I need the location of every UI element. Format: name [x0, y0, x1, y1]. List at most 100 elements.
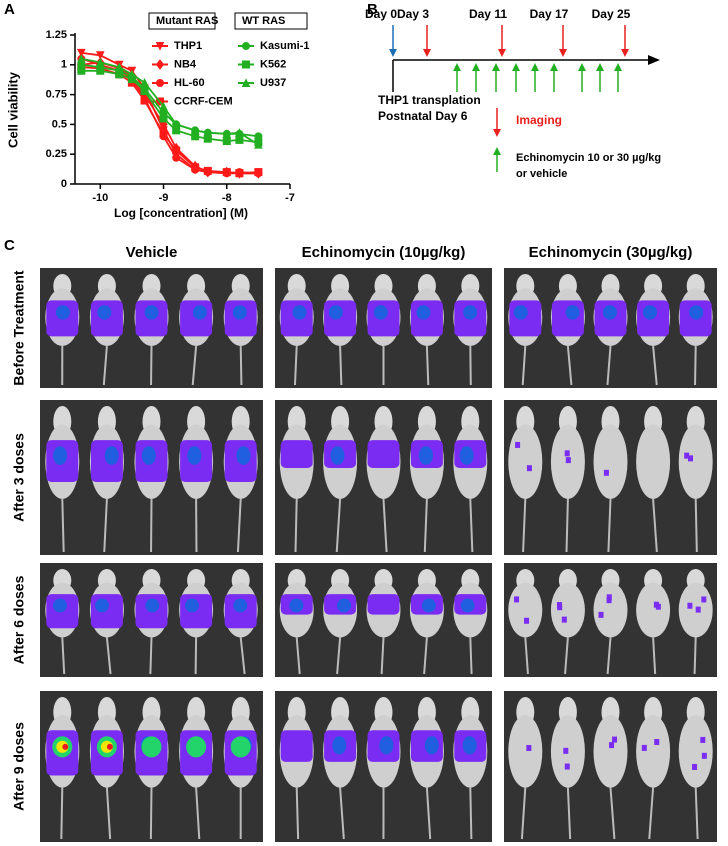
mouse-tail — [652, 498, 658, 553]
mouse-tail — [609, 787, 616, 840]
y-axis-label: Cell viability — [5, 71, 20, 148]
dose-arrows — [453, 63, 622, 92]
dose-arrowhead — [531, 63, 539, 71]
row-label: After 3 doses — [11, 433, 27, 522]
mouse-body — [636, 424, 671, 499]
legend-title: WT RAS — [242, 15, 285, 27]
signal-core — [642, 305, 657, 320]
signal — [280, 440, 313, 468]
dose-arrowhead — [492, 63, 500, 71]
mouse-image — [504, 563, 717, 677]
mouse-tail — [195, 787, 201, 840]
timeline-arrowhead — [648, 55, 660, 65]
signal — [90, 594, 123, 629]
x-axis-label: Log [concentration] (M) — [114, 206, 248, 220]
signal-spot — [692, 763, 698, 770]
mouse-tail — [103, 498, 108, 553]
mouse-image — [275, 400, 492, 555]
legend-marker — [241, 78, 251, 87]
day-label: Day 3 — [397, 7, 429, 21]
start-label: THP1 transplation — [378, 93, 481, 107]
signal-spot — [565, 457, 571, 464]
mouse-tail — [564, 637, 569, 675]
data-point — [222, 137, 231, 146]
signal-spot — [515, 441, 521, 448]
signal-core — [332, 736, 347, 755]
dose-arrowhead — [453, 63, 461, 71]
signal-core — [104, 446, 119, 465]
data-point — [77, 66, 86, 75]
mouse-tail — [293, 345, 298, 386]
signal-spot — [701, 752, 707, 759]
mouse-tail — [652, 637, 657, 675]
y-tick-label: 0.75 — [46, 89, 67, 101]
mouse-tail — [524, 637, 529, 675]
signal-hot — [186, 736, 207, 758]
signal-core — [328, 305, 343, 320]
mouse-tail — [469, 498, 474, 553]
column-header: Echinomycin (30µg/kg) — [529, 244, 693, 261]
data-point — [96, 66, 105, 75]
signal-core — [379, 736, 394, 755]
data-point — [95, 51, 105, 60]
legend-marker — [155, 42, 165, 51]
signal — [280, 730, 313, 762]
legend-marker — [242, 60, 250, 69]
signal-spot — [609, 742, 615, 749]
mouse-tail — [60, 787, 64, 840]
mouse-tail — [522, 498, 527, 553]
signal-spot — [557, 604, 563, 611]
row-label: After 9 doses — [11, 722, 27, 811]
signal-core — [421, 598, 436, 613]
legend-label: Kasumi-1 — [260, 40, 310, 52]
mouse-body — [678, 715, 713, 788]
mouse-tail — [102, 345, 108, 386]
legend-label: HL-60 — [174, 77, 205, 89]
data-point — [172, 146, 181, 155]
imaging-arrowhead — [389, 49, 397, 57]
mouse-tail — [239, 637, 246, 675]
mouse-tail — [149, 637, 153, 675]
data-point — [203, 128, 213, 137]
signal-spot — [695, 606, 701, 613]
mouse-tail — [566, 787, 572, 840]
mouse-body — [508, 424, 543, 499]
dose-arrowhead — [578, 63, 586, 71]
x-tick-label: -8 — [222, 192, 232, 204]
mouse-tail — [105, 637, 112, 675]
mouse-tail — [606, 637, 612, 675]
signal-core — [460, 598, 475, 613]
signal-core — [94, 598, 109, 613]
signal — [367, 440, 400, 468]
signal-core — [55, 305, 70, 320]
day-label: Day 0 — [365, 7, 397, 21]
mouse-tail — [648, 787, 655, 840]
data-point — [140, 87, 149, 96]
signal-core — [424, 736, 439, 755]
mouse-tail — [339, 345, 343, 386]
signal-spot — [654, 739, 660, 746]
mouse-body — [678, 424, 713, 499]
imaging-arrowhead — [498, 49, 506, 57]
mouse-tail — [693, 637, 697, 675]
data-point — [77, 54, 86, 63]
mouse-tail — [61, 637, 66, 675]
signal-core — [463, 305, 478, 320]
legend-dose-arrowhead — [493, 147, 501, 155]
signal-core — [459, 446, 474, 465]
y-tick-label: 1 — [61, 59, 67, 71]
data-point — [235, 128, 244, 137]
signal — [180, 594, 213, 629]
data-point — [115, 70, 124, 79]
panel-label: C — [4, 237, 15, 254]
signal-max — [62, 743, 69, 750]
signal-core — [144, 305, 159, 320]
signal-spot — [653, 601, 659, 608]
legend-title: Mutant RAS — [156, 15, 218, 27]
signal-spot — [701, 596, 707, 603]
data-point — [191, 163, 200, 172]
legend-label: U937 — [260, 77, 286, 89]
signal — [509, 300, 542, 337]
mouse-tail — [423, 637, 428, 675]
imaging-legend: Imaging — [516, 113, 562, 127]
